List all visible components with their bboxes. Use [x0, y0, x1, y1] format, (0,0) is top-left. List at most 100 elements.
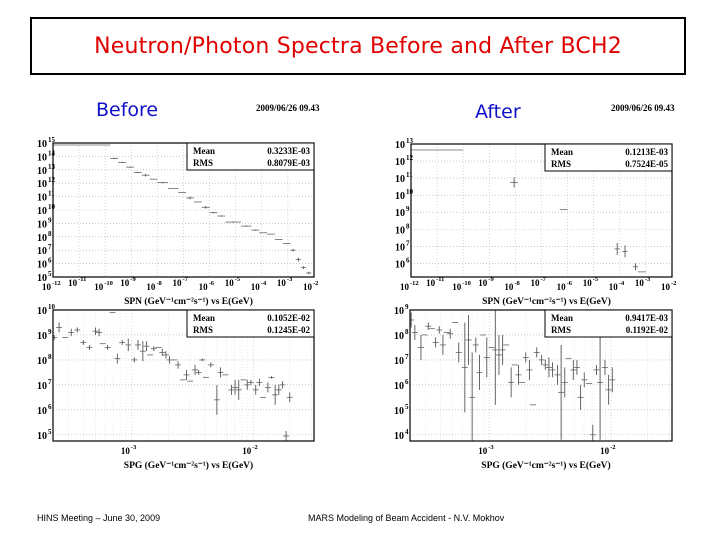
svg-text:6: 6 [48, 403, 52, 411]
y-tick-label: 10 [37, 246, 47, 257]
y-tick-label: 10 [394, 406, 404, 417]
svg-text:RMS: RMS [193, 325, 213, 335]
y-tick-label: 10 [37, 306, 47, 317]
svg-text:-12: -12 [52, 280, 61, 287]
svg-text:10: 10 [406, 188, 414, 196]
svg-text:Mean: Mean [193, 313, 215, 323]
y-tick-label: 10 [395, 225, 405, 236]
x-tick-label: 10 [531, 278, 541, 288]
x-tick-label: 10 [452, 282, 462, 292]
y-tick-label: 10 [37, 381, 47, 392]
svg-text:-6: -6 [567, 280, 573, 287]
y-tick-label: 10 [37, 152, 47, 163]
svg-text:-2: -2 [610, 444, 615, 451]
y-tick-label: 10 [37, 233, 47, 244]
svg-text:8: 8 [406, 222, 410, 230]
svg-text:-3: -3 [287, 276, 293, 283]
y-tick-label: 10 [395, 191, 405, 202]
x-tick-label: 10 [609, 282, 619, 292]
y-tick-label: 10 [394, 356, 404, 367]
svg-text:-7: -7 [541, 276, 547, 283]
x-tick-label: 10 [120, 278, 130, 288]
svg-text:-11: -11 [78, 276, 86, 283]
svg-text:-9: -9 [488, 276, 494, 283]
svg-text:7: 7 [405, 353, 409, 361]
x-tick-label: 10 [600, 446, 610, 456]
x-tick-label: 10 [277, 278, 287, 288]
before-timestamp: 2009/06/26 09.43 [256, 103, 320, 113]
svg-text:0.9417E-03: 0.9417E-03 [625, 313, 668, 323]
y-tick-label: 10 [37, 431, 47, 442]
svg-text:5: 5 [405, 403, 409, 411]
svg-text:9: 9 [406, 205, 410, 213]
svg-text:0.8079E-03: 0.8079E-03 [267, 158, 310, 168]
svg-text:13: 13 [406, 137, 414, 145]
svg-text:0.1213E-03: 0.1213E-03 [625, 147, 668, 157]
svg-text:RMS: RMS [551, 325, 571, 335]
svg-text:-2: -2 [671, 280, 676, 287]
x-tick-label: 10 [635, 278, 645, 288]
svg-text:5: 5 [48, 428, 52, 436]
x-tick-label: 10 [68, 278, 78, 288]
y-tick-label: 10 [37, 406, 47, 417]
y-tick-label: 10 [37, 219, 47, 230]
x-tick-label: 10 [583, 278, 593, 288]
stats-box [544, 309, 673, 338]
x-tick-label: 10 [426, 278, 436, 288]
svg-text:11: 11 [48, 190, 55, 198]
svg-text:7: 7 [48, 243, 52, 251]
y-tick-label: 10 [395, 259, 405, 270]
y-tick-label: 10 [395, 208, 405, 219]
svg-text:-5: -5 [593, 276, 599, 283]
y-tick-label: 10 [395, 140, 405, 151]
svg-text:RMS: RMS [551, 159, 571, 169]
x-tick-label: 10 [504, 282, 514, 292]
x-axis-title: SPG (GeV⁻¹cm⁻²s⁻¹) vs E(GeV) [124, 460, 253, 471]
svg-text:9: 9 [405, 303, 409, 311]
svg-text:-6: -6 [209, 280, 215, 287]
svg-text:-11: -11 [436, 276, 444, 283]
x-tick-label: 10 [661, 282, 671, 292]
svg-text:-7: -7 [183, 276, 189, 283]
svg-text:0.1052E-02: 0.1052E-02 [267, 313, 310, 323]
x-tick-label: 10 [303, 282, 313, 292]
y-tick-label: 10 [37, 331, 47, 342]
svg-text:10: 10 [48, 203, 56, 211]
x-tick-label: 10 [251, 282, 261, 292]
svg-text:Mean: Mean [551, 147, 573, 157]
svg-text:13: 13 [48, 163, 56, 171]
svg-text:9: 9 [48, 216, 52, 224]
svg-text:11: 11 [406, 171, 413, 179]
svg-text:-3: -3 [131, 444, 137, 451]
x-axis-title: SPN (GeV⁻¹cm⁻²s⁻¹) vs E(GeV) [482, 296, 611, 307]
before-label: Before [96, 99, 159, 121]
svg-text:0.3233E-03: 0.3233E-03 [267, 146, 310, 156]
y-tick-label: 10 [394, 431, 404, 442]
y-tick-label: 10 [37, 273, 47, 284]
svg-text:0.7524E-05: 0.7524E-05 [625, 159, 668, 169]
x-tick-label: 10 [42, 282, 52, 292]
stats-box [186, 309, 315, 338]
svg-text:5: 5 [48, 270, 52, 278]
svg-text:-5: -5 [235, 276, 241, 283]
svg-text:-8: -8 [514, 280, 520, 287]
svg-text:-10: -10 [104, 280, 113, 287]
x-tick-label: 10 [400, 282, 410, 292]
svg-text:8: 8 [405, 328, 409, 336]
svg-text:4: 4 [405, 428, 409, 436]
stats-box [186, 142, 315, 171]
svg-text:6: 6 [405, 378, 409, 386]
svg-text:-3: -3 [488, 444, 494, 451]
svg-text:-4: -4 [619, 280, 625, 287]
svg-text:6: 6 [406, 256, 410, 264]
y-tick-label: 10 [37, 179, 47, 190]
svg-text:RMS: RMS [193, 158, 213, 168]
x-tick-label: 10 [173, 278, 183, 288]
y-tick-label: 10 [37, 193, 47, 204]
footer-meeting: HINS Meeting – June 30, 2009 [37, 513, 161, 523]
svg-text:-2: -2 [313, 280, 318, 287]
